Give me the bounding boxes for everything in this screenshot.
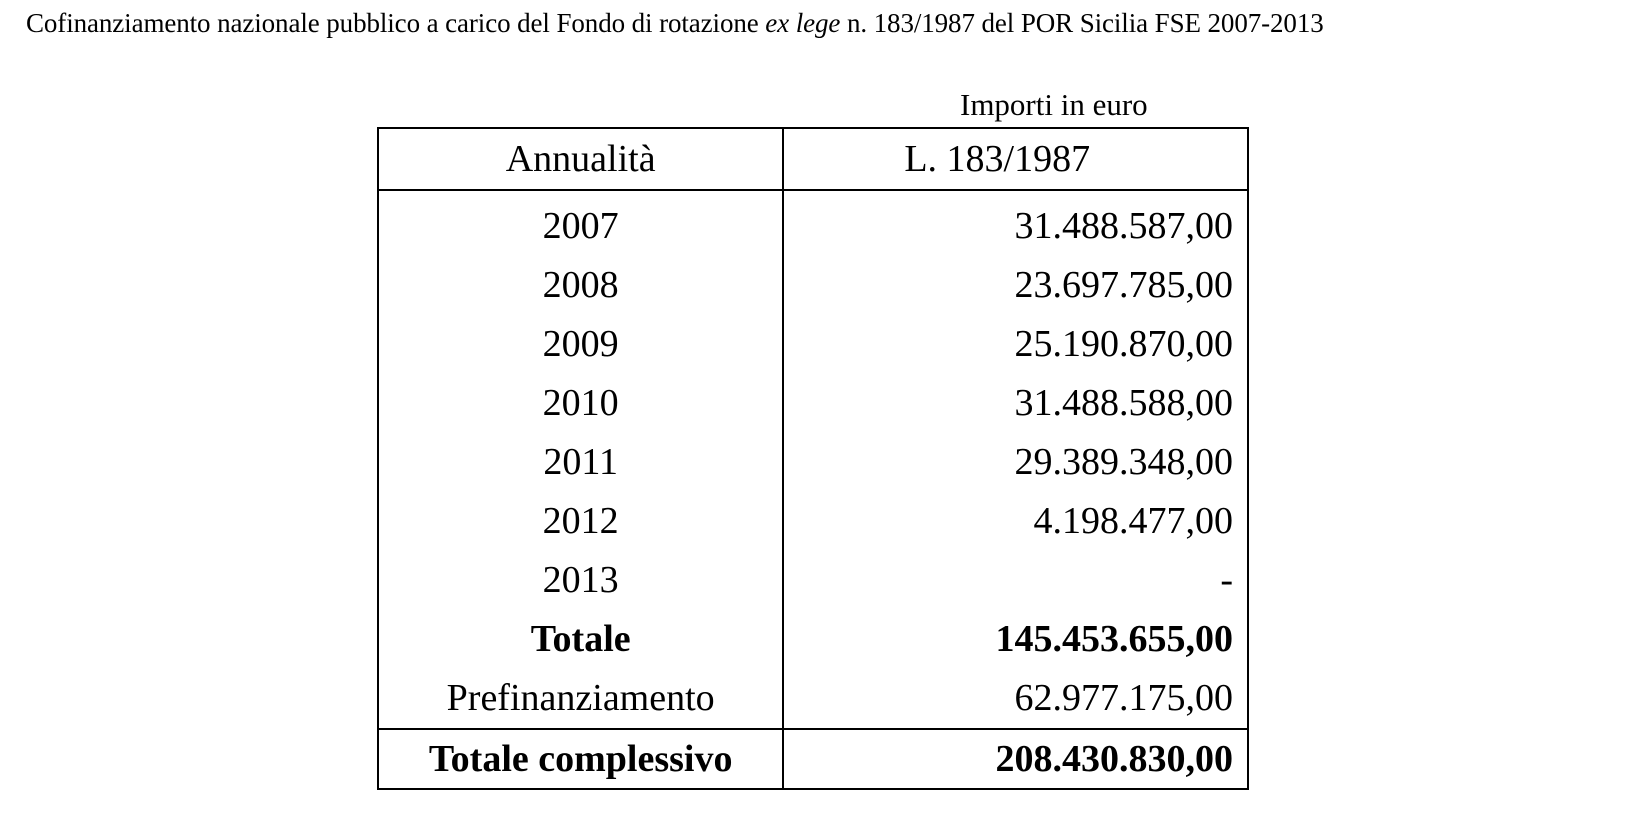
total-row: Totale 145.453.655,00: [378, 610, 1248, 669]
table-row: 2013 -: [378, 551, 1248, 610]
row-year: 2010: [378, 374, 785, 433]
table-row: 2007 31.488.587,00: [378, 190, 1248, 256]
prefinancing-label: Prefinanziamento: [378, 669, 785, 729]
title-text-italic: ex lege: [765, 8, 841, 38]
total-amount: 145.453.655,00: [995, 618, 1234, 660]
table-row: 2009 25.190.870,00: [378, 315, 1248, 374]
table-row: 2012 4.198.477,00: [378, 492, 1248, 551]
table-row: 2008 23.697.785,00: [378, 256, 1248, 315]
row-amount: -: [1220, 559, 1233, 601]
total-label: Totale: [378, 610, 785, 669]
grand-total-amount: 208.430.830,00: [783, 728, 1248, 789]
row-amount: 31.488.587,00: [1014, 205, 1234, 247]
funding-table: Annualità L. 183/1987 2007 31.488.587,00…: [377, 127, 1249, 790]
units-label: Importi in euro: [960, 87, 1148, 122]
row-amount: 4.198.477,00: [1033, 500, 1234, 542]
table-row: 2011 29.389.348,00: [378, 433, 1248, 492]
grand-total-row: Totale complessivo 208.430.830,00: [378, 728, 1248, 789]
title-text-end: n. 183/1987 del POR Sicilia FSE 2007-201…: [840, 8, 1324, 38]
row-amount: 23.697.785,00: [1014, 264, 1234, 306]
prefinancing-row: Prefinanziamento 62.977.175,00: [378, 669, 1248, 729]
row-year: 2011: [378, 433, 785, 492]
prefinancing-amount: 62.977.175,00: [1014, 677, 1234, 719]
grand-total-label: Totale complessivo: [378, 728, 785, 789]
document-title: Cofinanziamento nazionale pubblico a car…: [26, 6, 1324, 40]
row-amount: 31.488.588,00: [1014, 382, 1234, 424]
table-header-row: Annualità L. 183/1987: [378, 128, 1248, 191]
row-year: 2012: [378, 492, 785, 551]
column-header-year: Annualità: [378, 128, 785, 191]
row-year: 2013: [378, 551, 785, 610]
row-amount: 29.389.348,00: [1014, 441, 1234, 483]
title-text-start: Cofinanziamento nazionale pubblico a car…: [26, 8, 766, 38]
table-row: 2010 31.488.588,00: [378, 374, 1248, 433]
row-year: 2007: [378, 190, 785, 256]
row-amount: 25.190.870,00: [1014, 323, 1234, 365]
column-header-amount: L. 183/1987: [783, 128, 1248, 191]
row-year: 2009: [378, 315, 785, 374]
row-year: 2008: [378, 256, 785, 315]
